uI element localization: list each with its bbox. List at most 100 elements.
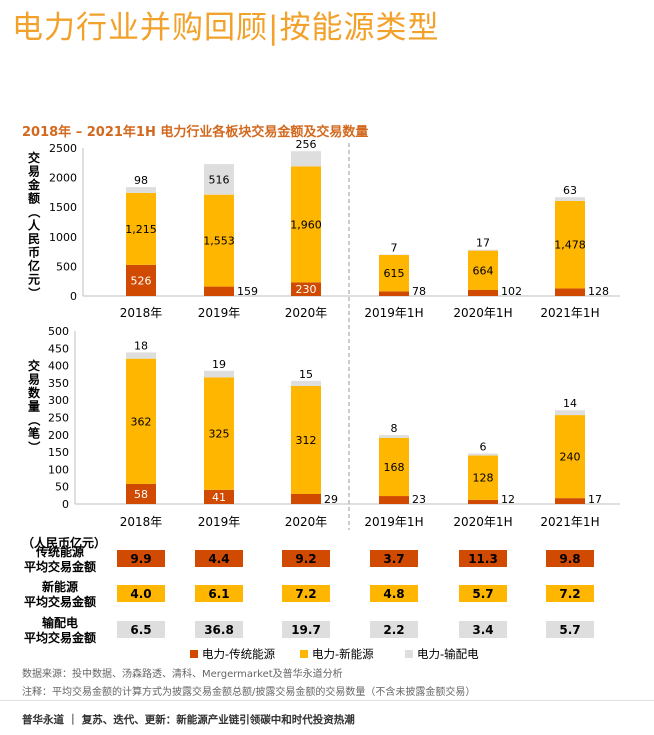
count-y-axis-label: （ xyxy=(27,414,42,426)
footer: 普华永道 ｜ 复苏、迭代、更新：新能源产业链引领碳中和时代投资热潮 xyxy=(22,714,355,726)
count-data-label: 23 xyxy=(412,493,426,506)
table-cell xyxy=(459,550,507,567)
amount-bar-grid xyxy=(555,197,585,201)
count-y-axis-label: 易 xyxy=(28,373,40,387)
count-data-label: 15 xyxy=(299,368,313,381)
amount-x-tick-label: 2019年 xyxy=(198,306,241,320)
table-cell xyxy=(117,585,165,602)
amount-x-tick-label: 2021年1H xyxy=(540,306,599,320)
count-bar-traditional xyxy=(379,496,409,504)
table-cell-value: 3.4 xyxy=(472,623,493,637)
amount-data-label: 526 xyxy=(131,274,152,287)
table-cell xyxy=(117,550,165,567)
count-data-label: 19 xyxy=(212,358,226,371)
table-cell-value: 36.8 xyxy=(204,623,234,637)
amount-x-tick-label: 2019年1H xyxy=(364,306,423,320)
count-bar-traditional xyxy=(291,493,321,504)
amount-y-tick-label: 1000 xyxy=(49,231,77,244)
count-y-tick-label: 0 xyxy=(62,498,69,511)
table-cell-value: 11.3 xyxy=(468,552,498,566)
count-bar-new-energy xyxy=(204,377,234,490)
amount-data-label: 1,478 xyxy=(554,239,586,252)
amount-y-axis-label: 亿 xyxy=(28,258,40,273)
amount-y-axis-label: 民 xyxy=(28,232,40,246)
amount-bar-traditional xyxy=(204,286,234,296)
table-row-sublabel: 平均交易金额 xyxy=(24,630,96,645)
table-cell-value: 4.0 xyxy=(130,587,151,601)
amount-bar-traditional xyxy=(126,264,156,296)
amount-data-label: 78 xyxy=(412,285,426,298)
count-bar-traditional xyxy=(204,489,234,504)
table-cell xyxy=(370,621,418,638)
count-x-tick-label: 2020年1H xyxy=(453,515,512,529)
amount-bar-new-energy xyxy=(379,254,409,292)
count-bar-grid xyxy=(126,352,156,359)
count-data-label: 8 xyxy=(391,422,398,435)
table-cell xyxy=(546,550,594,567)
amount-data-label: 615 xyxy=(384,267,405,280)
amount-bar-grid xyxy=(204,164,234,195)
count-y-axis-label: 笔 xyxy=(28,426,40,441)
table-row-sublabel: 平均交易金额 xyxy=(24,594,96,609)
table-cell xyxy=(195,621,243,638)
amount-y-axis-label: 易 xyxy=(28,165,40,179)
amount-data-label: 98 xyxy=(134,174,148,187)
amount-data-label: 128 xyxy=(588,285,609,298)
count-data-label: 128 xyxy=(473,472,494,485)
amount-data-label: 1,215 xyxy=(125,223,157,236)
legend-swatch xyxy=(405,650,413,658)
amount-y-axis-label: 人 xyxy=(28,218,41,233)
table-cell-value: 4.4 xyxy=(208,552,229,566)
table-cell xyxy=(282,550,330,567)
count-y-axis-label: 量 xyxy=(28,400,40,414)
count-data-label: 18 xyxy=(134,339,148,352)
page-title: 电力行业并购回顾|按能源类型 xyxy=(12,10,440,46)
count-data-label: 41 xyxy=(212,491,226,504)
count-y-tick-label: 250 xyxy=(48,412,69,425)
count-bar-grid xyxy=(291,380,321,387)
count-bar-grid xyxy=(379,435,409,438)
legend-swatch xyxy=(190,650,198,658)
count-data-label: 312 xyxy=(296,434,317,447)
count-bar-grid xyxy=(204,370,234,378)
legend-item: 电力-传统能源 xyxy=(202,647,276,661)
amount-data-label: 516 xyxy=(209,173,230,186)
count-data-label: 168 xyxy=(384,461,405,474)
table-cell xyxy=(546,585,594,602)
table-cell-value: 9.8 xyxy=(559,552,580,566)
amount-bar-new-energy xyxy=(126,192,156,265)
legend-swatch xyxy=(300,650,308,658)
count-y-tick-label: 50 xyxy=(55,481,69,494)
amount-bar-new-energy xyxy=(204,194,234,287)
count-y-axis-label: 交 xyxy=(28,358,40,373)
amount-data-label: 230 xyxy=(296,283,317,296)
count-bar-new-energy xyxy=(555,415,585,499)
count-x-tick-label: 2019年1H xyxy=(364,515,423,529)
amount-x-tick-label: 2018年 xyxy=(120,306,163,320)
count-bar-new-energy xyxy=(126,358,156,484)
amount-bar-traditional xyxy=(379,291,409,296)
table-cell-value: 4.8 xyxy=(383,587,404,601)
count-bar-new-energy xyxy=(468,455,498,500)
table-cell xyxy=(195,550,243,567)
table-cell-value: 3.7 xyxy=(383,552,404,566)
table-cell xyxy=(282,585,330,602)
amount-y-axis-label: 币 xyxy=(28,246,40,260)
count-x-tick-label: 2021年1H xyxy=(540,515,599,529)
legend-item: 电力-新能源 xyxy=(312,647,374,661)
amount-data-label: 159 xyxy=(237,285,258,298)
count-data-label: 17 xyxy=(588,493,602,506)
table-cell xyxy=(546,621,594,638)
count-y-tick-label: 150 xyxy=(48,446,69,459)
amount-y-axis-label: （ xyxy=(27,206,42,218)
count-data-label: 14 xyxy=(563,397,577,410)
count-y-tick-label: 200 xyxy=(48,429,69,442)
amount-bar-traditional xyxy=(468,289,498,296)
count-y-tick-label: 100 xyxy=(48,463,69,476)
table-cell xyxy=(459,621,507,638)
amount-y-axis-label: 额 xyxy=(28,191,40,206)
amount-y-axis-label: ） xyxy=(27,287,42,299)
table-row-label: 新能源 xyxy=(42,579,78,594)
table-cell xyxy=(370,585,418,602)
count-x-tick-label: 2018年 xyxy=(120,515,163,529)
